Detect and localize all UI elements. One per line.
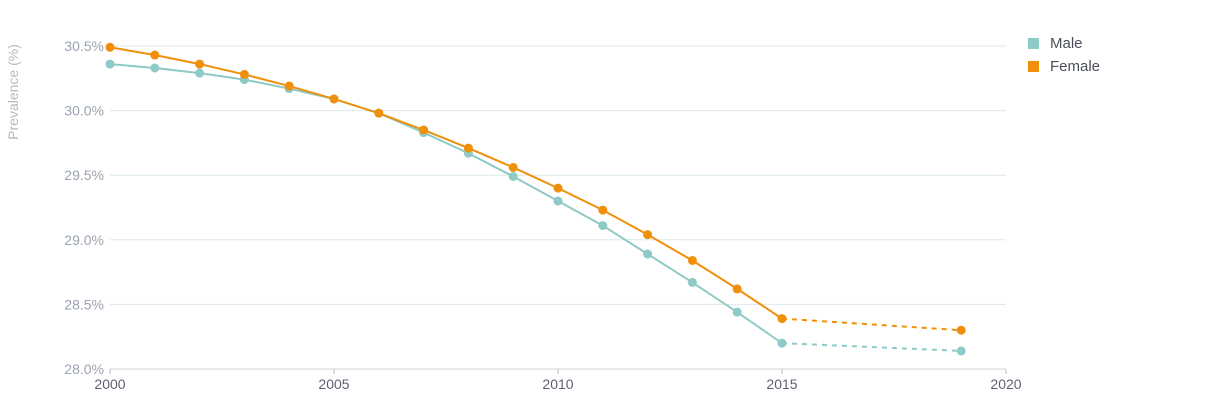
data-point-female — [553, 183, 563, 193]
data-point-male — [195, 68, 205, 78]
data-point-female — [329, 94, 339, 104]
legend-item-female[interactable]: Female — [1028, 55, 1100, 78]
series-line-female — [109, 46, 783, 320]
legend-swatch-female — [1028, 61, 1039, 72]
data-point-female — [643, 230, 653, 240]
data-point-female — [239, 69, 249, 79]
data-point-male — [643, 249, 653, 259]
data-point-female — [284, 81, 294, 91]
data-point-female — [463, 143, 473, 153]
legend-label-female: Female — [1050, 58, 1101, 75]
data-point-female — [195, 59, 205, 69]
y-tick-label: 28.5% — [64, 296, 104, 312]
data-point-female — [374, 108, 384, 118]
data-point-female — [598, 205, 608, 215]
x-tick-label: 2015 — [766, 376, 797, 392]
data-point-female — [777, 314, 787, 324]
data-point-female — [150, 50, 160, 60]
x-tick-label: 2010 — [542, 376, 573, 392]
legend-label-male: Male — [1050, 35, 1083, 52]
y-tick-label: 29.5% — [64, 167, 104, 183]
data-point-male — [732, 307, 742, 317]
data-point-male — [150, 63, 160, 73]
x-tick-labels: 2000 2005 2010 2015 2020 — [94, 369, 1022, 392]
data-point-female — [687, 255, 697, 265]
series-projection-male — [781, 342, 962, 352]
data-point-male — [553, 196, 563, 206]
data-point-female — [956, 325, 966, 335]
x-tick-label: 2020 — [990, 376, 1021, 392]
data-point-male — [687, 277, 697, 287]
y-tick-label: 30.0% — [64, 103, 104, 119]
y-axis-title: Prevalence (%) — [5, 44, 21, 140]
data-point-male — [508, 171, 518, 181]
grid-lines — [110, 45, 1006, 370]
legend-item-male[interactable]: Male — [1028, 32, 1100, 55]
data-point-male — [598, 221, 608, 231]
data-point-female — [419, 125, 429, 135]
x-tick-label: 2000 — [94, 376, 125, 392]
legend-swatch-male — [1028, 38, 1039, 49]
series-lines — [105, 42, 966, 356]
data-point-male — [777, 338, 787, 348]
y-tick-label: 28.0% — [64, 361, 104, 377]
data-point-female — [732, 284, 742, 294]
data-point-female — [508, 162, 518, 172]
data-point-female — [105, 42, 115, 52]
series-line-male — [109, 63, 783, 344]
data-point-male — [956, 346, 966, 356]
y-tick-labels: 28.0% 28.5% 29.0% 29.5% 30.0% 30.5% — [64, 38, 104, 377]
data-point-male — [105, 59, 115, 69]
y-tick-label: 29.0% — [64, 232, 104, 248]
legend: Male Female — [1028, 32, 1100, 78]
x-tick-label: 2005 — [318, 376, 349, 392]
series-projection-female — [781, 317, 962, 332]
y-tick-label: 30.5% — [64, 38, 104, 54]
